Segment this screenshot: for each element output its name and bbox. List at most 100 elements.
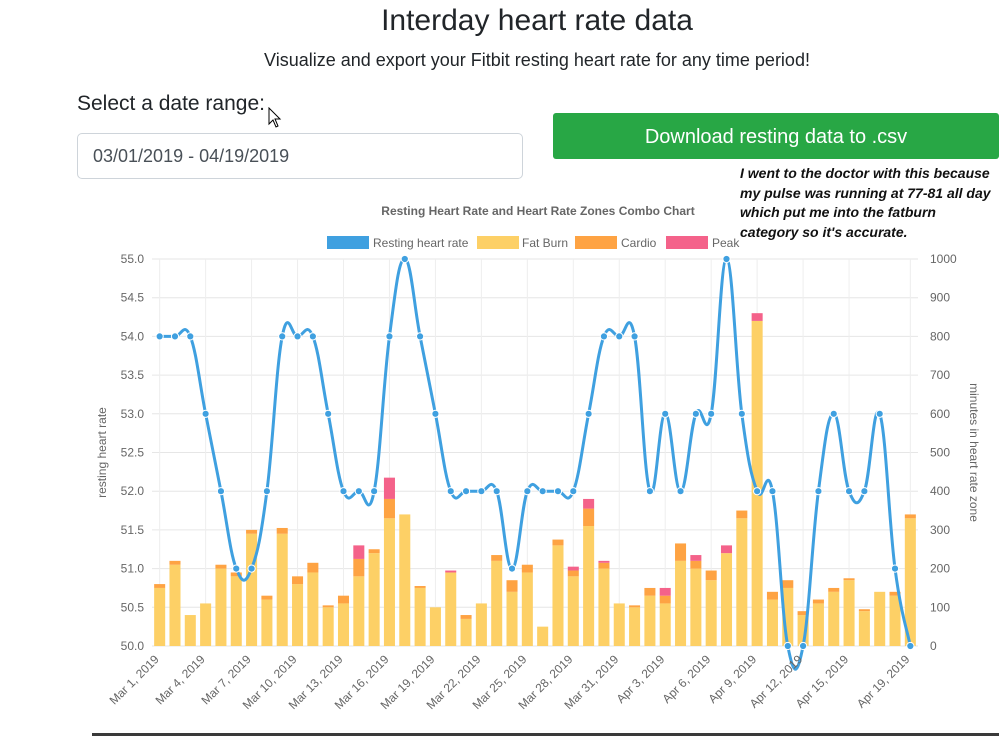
resting-heart-rate-point: [324, 409, 333, 418]
fat-burn-bar: [889, 595, 901, 646]
chart-legend: Resting heart rate Fat Burn Cardio Peak: [327, 236, 740, 250]
y-tick-label: 51.0: [121, 562, 145, 576]
resting-heart-rate-point: [661, 409, 670, 418]
resting-heart-rate-point: [201, 409, 210, 418]
fat-burn-bar: [230, 576, 242, 646]
peak-bar: [567, 566, 579, 571]
cardio-bar: [353, 558, 365, 577]
fat-burn-bar: [184, 615, 196, 646]
resting-heart-rate-point: [170, 332, 180, 341]
resting-heart-rate-point: [676, 487, 685, 496]
mouse-pointer-icon: [268, 107, 282, 128]
resting-heart-rate-point: [814, 487, 823, 496]
fat-burn-bar: [690, 568, 702, 646]
fat-burn-bar: [720, 553, 733, 646]
peak-bar: [383, 477, 395, 499]
cardio-bar: [598, 562, 610, 569]
cardio-bar: [583, 508, 595, 527]
cardio-bar: [675, 543, 687, 561]
cardio-bar: [521, 564, 533, 573]
fat-burn-bar: [705, 580, 717, 646]
resting-heart-rate-point: [400, 254, 409, 264]
resting-heart-rate-point: [844, 487, 854, 496]
annotation-note: I went to the doctor with this because m…: [740, 165, 991, 240]
resting-heart-rate-point: [875, 409, 884, 418]
y2-axis-title: minutes in heart rate zone: [967, 383, 981, 522]
peak-bar: [445, 570, 457, 573]
cardio-bar: [460, 615, 472, 619]
cardio-bar: [246, 529, 258, 534]
peak-bar: [690, 555, 702, 561]
y2-tick-label: 400: [930, 484, 950, 498]
fat-burn-bar: [292, 584, 304, 646]
resting-heart-rate-point: [691, 409, 700, 418]
y-tick-label: 51.5: [121, 523, 145, 537]
cardio-bar: [491, 555, 503, 561]
fat-burn-bar: [353, 576, 365, 646]
resting-heart-rate-point: [860, 487, 869, 496]
bottom-divider: [92, 733, 999, 736]
fat-burn-bar: [307, 572, 319, 646]
chart-grid: [152, 258, 918, 647]
resting-heart-rate-point: [492, 487, 501, 496]
resting-heart-rate-point: [630, 332, 639, 341]
cardio-bar: [843, 578, 855, 581]
y-tick-label: 52.0: [121, 484, 145, 498]
peak-bar: [353, 545, 365, 559]
peak-bar: [583, 498, 595, 509]
resting-heart-rate-point: [186, 332, 195, 341]
y-axis-title: resting heart rate: [95, 407, 109, 498]
fat-burn-bar: [736, 518, 748, 646]
resting-heart-rate-point: [737, 409, 746, 418]
fat-burn-bar: [644, 595, 656, 646]
cardio-bar: [169, 560, 181, 565]
fat-burn-bar: [246, 533, 258, 646]
resting-heart-rate-point: [232, 564, 241, 573]
resting-heart-rate-point: [722, 254, 731, 264]
resting-heart-rate-point: [906, 641, 915, 651]
y2-tick-label: 200: [930, 562, 950, 576]
date-range-label: Select a date range:: [77, 92, 265, 115]
legend-swatch: [327, 236, 369, 249]
fat-burn-bar: [154, 587, 166, 646]
fat-burn-bar: [659, 603, 671, 646]
fat-burn-bar: [261, 599, 273, 646]
y-tick-label: 54.5: [121, 291, 145, 305]
fat-burn-bar: [766, 599, 778, 646]
resting-heart-rate-point: [829, 409, 838, 418]
fat-burn-bar: [399, 514, 411, 646]
resting-heart-rate-point: [615, 332, 624, 341]
y2-tick-label: 800: [930, 329, 950, 343]
cardio-bar: [904, 514, 916, 519]
cardio-bar: [414, 586, 426, 588]
download-csv-button[interactable]: Download resting data to .csv: [553, 113, 999, 159]
resting-heart-rate-point: [707, 409, 716, 418]
fat-burn-bar: [874, 591, 886, 646]
resting-heart-rate-point: [370, 487, 379, 496]
resting-heart-rate-point: [354, 487, 363, 496]
cardio-bar: [812, 599, 824, 604]
date-range-input[interactable]: [77, 133, 523, 179]
fat-burn-bar: [751, 320, 763, 646]
fat-burn-bar: [567, 576, 579, 646]
cardio-bar: [154, 584, 166, 588]
page-subtitle: Visualize and export your Fitbit resting…: [264, 50, 810, 70]
resting-heart-rate-point: [507, 564, 517, 573]
fat-burn-bar: [445, 572, 457, 646]
cardio-bar: [337, 595, 350, 604]
y-tick-label: 53.5: [121, 368, 145, 382]
cardio-bar: [383, 498, 395, 519]
fat-burn-bar: [782, 587, 794, 646]
cardio-bar: [736, 510, 748, 519]
resting-heart-rate-point: [599, 332, 609, 341]
resting-heart-rate-point: [461, 487, 471, 496]
fat-burn-bar: [491, 560, 503, 646]
cardio-bar: [322, 605, 334, 608]
resting-heart-rate-point: [385, 332, 394, 341]
resting-heart-rate-point: [523, 487, 532, 496]
y-tick-label: 50.5: [121, 600, 145, 614]
y2-tick-label: 300: [930, 523, 950, 537]
resting-heart-rate-point: [768, 487, 777, 496]
cardio-bar: [567, 570, 579, 577]
